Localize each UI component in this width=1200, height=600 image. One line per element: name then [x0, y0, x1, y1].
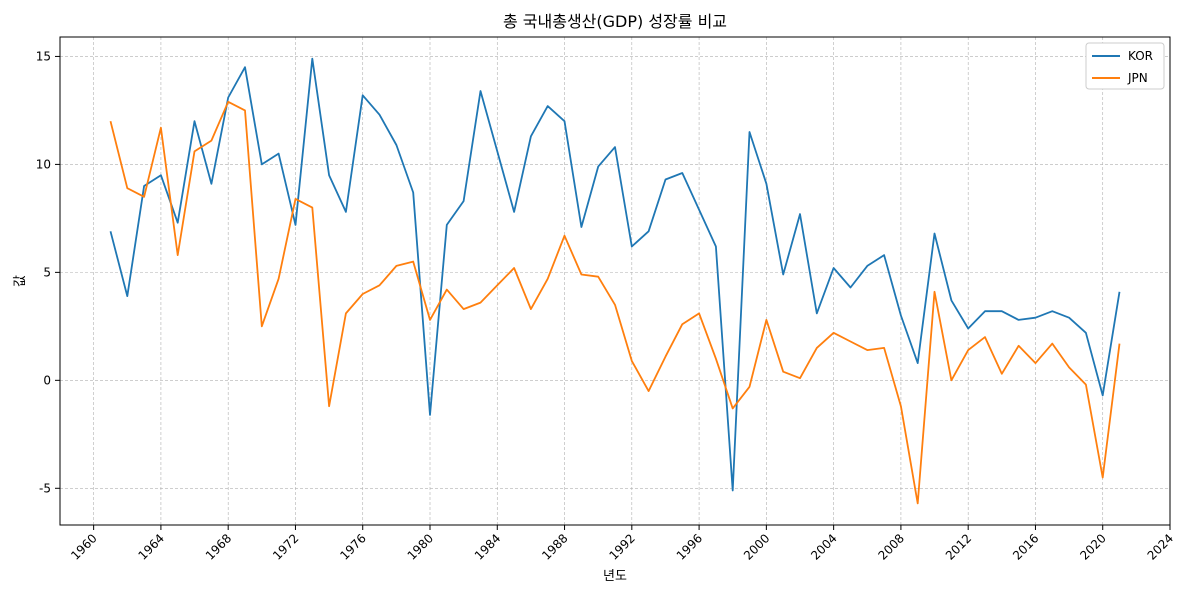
x-tick-label: 1992: [606, 531, 637, 562]
x-tick-label: 2012: [943, 531, 974, 562]
x-tick-label: 1984: [472, 531, 503, 562]
plot-frame: [59, 36, 1171, 526]
x-axis-label: 년도: [603, 569, 627, 584]
x-tick-label: 1960: [68, 531, 99, 562]
series-line-jpn: [109, 100, 1121, 505]
series-layer: [109, 57, 1121, 505]
x-tick-label: 1988: [539, 531, 570, 562]
chart-title: 총 국내총생산(GDP) 성장률 비교: [503, 12, 727, 31]
y-tick-label: -5: [39, 481, 51, 495]
x-tick-label: 2008: [876, 531, 907, 562]
legend: KOR JPN: [1085, 42, 1165, 90]
series-line-kor: [109, 57, 1121, 492]
x-tick-label: 1968: [203, 531, 234, 562]
x-tick-label: 1972: [270, 531, 301, 562]
x-tick-label: 2024: [1145, 531, 1176, 562]
x-tick-label: 2004: [808, 531, 839, 562]
x-tick-label: 1980: [405, 531, 436, 562]
x-tick-label: 2016: [1010, 531, 1041, 562]
x-tick-label: 2020: [1077, 531, 1108, 562]
y-axis-ticks: -5 0 5 10 15: [36, 49, 60, 495]
y-axis-label: 값: [13, 275, 28, 287]
y-tick-label: 5: [43, 265, 51, 279]
x-tick-label: 1964: [136, 531, 167, 562]
x-tick-label: 1996: [674, 531, 705, 562]
y-tick-label: 10: [36, 157, 51, 171]
x-axis-ticks: 1960 1964 1968 1972 1976 1980 1984 1988 1992 1996…: [68, 525, 1176, 563]
y-tick-label: 0: [43, 373, 51, 387]
y-tick-label: 15: [36, 49, 51, 63]
x-tick-label: 1976: [337, 531, 368, 562]
legend-label-jpn: JPN: [1127, 71, 1148, 85]
legend-label-kor: KOR: [1128, 49, 1153, 63]
x-tick-label: 2000: [741, 531, 772, 562]
